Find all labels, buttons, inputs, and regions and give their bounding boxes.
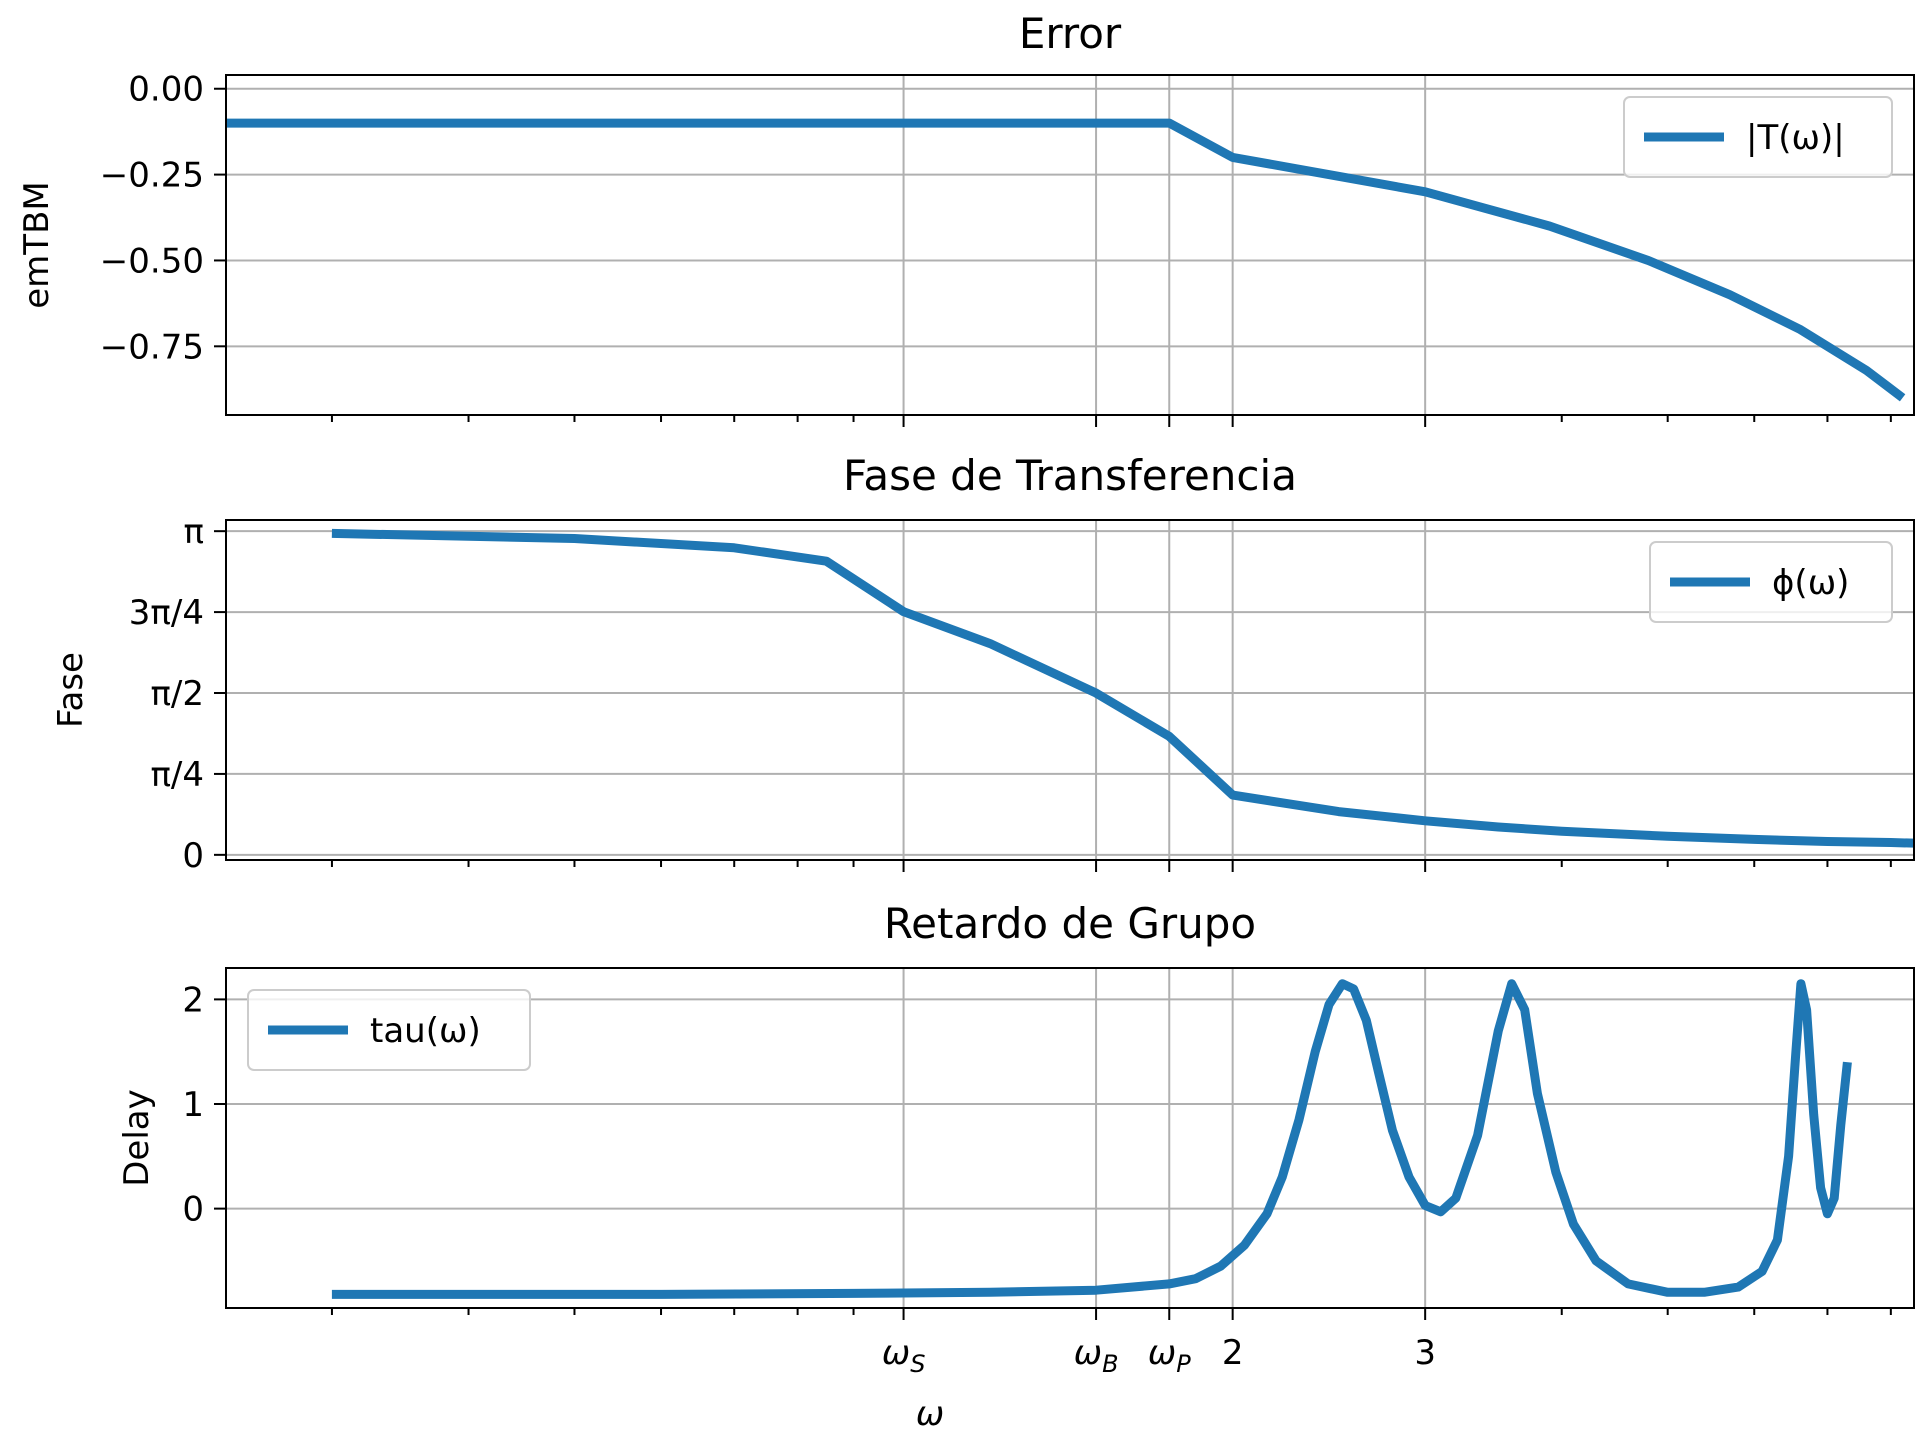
axes-frame bbox=[225, 74, 1915, 416]
x-axis-label: ω bbox=[916, 1394, 944, 1434]
x-tick-label: ωP bbox=[1148, 1333, 1191, 1378]
x-tick-label: ωB bbox=[1074, 1333, 1119, 1378]
y-axis-label: Delay bbox=[117, 1089, 157, 1187]
legend-label: |T(ω)| bbox=[1746, 118, 1845, 158]
subplot-title: Fase de Transferencia bbox=[843, 451, 1297, 500]
y-tick-label: 1 bbox=[182, 1085, 204, 1125]
axes-frame bbox=[225, 519, 1915, 861]
legend-box bbox=[247, 989, 531, 1071]
subplot-1: 0.00 −0.25 −0.50 −0.75 Error emTBM |T(ω)| bbox=[17, 9, 1915, 427]
axes-frame bbox=[225, 967, 1915, 1309]
x-tick-label: 2 bbox=[1222, 1333, 1244, 1373]
x-tick-label: ωS bbox=[882, 1333, 926, 1378]
series-line bbox=[331, 979, 1852, 1299]
subplot-3: 2 1 0 Retardo de Grupo Delay tau(ω) ωS ωB ωP 2 3 ω bbox=[117, 899, 1915, 1434]
y-axis-label: Fase bbox=[51, 652, 91, 728]
y-tick-label: −0.25 bbox=[100, 156, 204, 196]
y-tick-label: π/2 bbox=[150, 674, 204, 714]
y-tick-label: 0.00 bbox=[128, 70, 204, 110]
legend-box bbox=[1649, 541, 1893, 623]
x-tick-label: 3 bbox=[1414, 1333, 1436, 1373]
subplot-title: Error bbox=[1019, 9, 1122, 58]
y-tick-label: −0.50 bbox=[100, 241, 204, 281]
legend-label: ϕ(ω) bbox=[1772, 563, 1849, 603]
y-tick-label: 0 bbox=[182, 836, 204, 876]
y-tick-label: π bbox=[184, 512, 204, 552]
series-line bbox=[331, 528, 1914, 848]
y-tick-label: 3π/4 bbox=[129, 593, 204, 633]
subplot-title: Retardo de Grupo bbox=[884, 899, 1256, 948]
legend: ϕ(ω) bbox=[1649, 541, 1893, 623]
y-tick-label: π/4 bbox=[150, 755, 204, 795]
subplot-2: π 3π/4 π/2 π/4 0 Fase de Transferencia Fase ϕ(ω… bbox=[51, 451, 1915, 876]
y-tick-label: 2 bbox=[182, 980, 204, 1020]
legend-box bbox=[1623, 96, 1893, 178]
y-tick-label: −0.75 bbox=[100, 327, 204, 367]
y-axis-label: emTBM bbox=[17, 181, 57, 308]
series-line bbox=[226, 118, 1906, 402]
legend: tau(ω) bbox=[247, 989, 531, 1071]
y-tick-label: 0 bbox=[182, 1190, 204, 1230]
legend-label: tau(ω) bbox=[370, 1011, 481, 1051]
legend: |T(ω)| bbox=[1623, 96, 1893, 178]
